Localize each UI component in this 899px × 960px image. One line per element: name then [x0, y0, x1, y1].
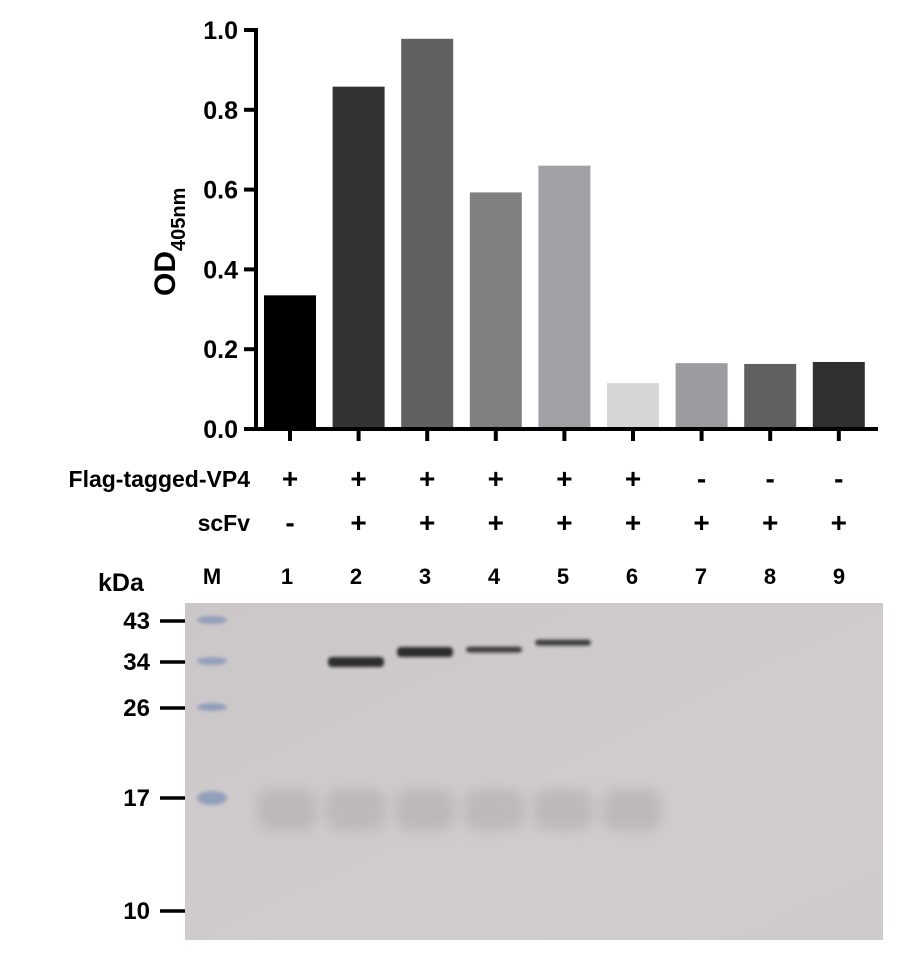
marker-label: 34	[123, 649, 150, 676]
condition-label: Flag-tagged-VP4	[69, 466, 251, 492]
ladder-band	[197, 791, 227, 805]
condition-sign: +	[419, 507, 435, 538]
ladder-band	[197, 703, 227, 711]
bar-3	[401, 38, 454, 429]
bar-2	[332, 86, 385, 430]
diffuse-band	[533, 788, 593, 831]
diffuse-band	[602, 788, 662, 831]
y-tick-label: 1.0	[203, 17, 238, 45]
marker-label: 43	[123, 608, 150, 635]
condition-sign: +	[350, 507, 366, 538]
y-ticks-group: 0.0 0.2 0.4 0.6 0.8 1.0	[203, 17, 256, 444]
condition-sign: +	[488, 507, 504, 538]
bar-5	[538, 165, 591, 429]
gel-content-group	[197, 616, 662, 831]
bars-group	[264, 38, 865, 430]
y-axis-label: OD405nm	[149, 188, 190, 296]
ladder-band	[197, 657, 227, 665]
protein-band	[466, 646, 522, 653]
y-tick-label: 0.0	[203, 416, 238, 444]
condition-label: scFv	[198, 510, 251, 536]
y-tick-label: 0.8	[203, 97, 238, 125]
condition-sign: +	[419, 463, 435, 494]
kda-label: kDa	[98, 569, 145, 597]
y-axis-label-main: OD	[149, 251, 182, 296]
lane-label: 2	[350, 564, 362, 589]
gel-image	[185, 603, 883, 940]
condition-sign: +	[556, 463, 572, 494]
diffuse-band	[257, 788, 317, 831]
y-tick-label: 0.4	[203, 256, 238, 284]
y-axis-label-subscript: 405nm	[168, 188, 190, 251]
bar-chart: 0.0 0.2 0.4 0.6 0.8 1.0 OD405nm	[149, 17, 878, 444]
condition-sign: +	[282, 463, 298, 494]
marker-lane-label: M	[203, 564, 221, 589]
y-tick-label: 0.2	[203, 336, 238, 364]
lane-label: 1	[281, 564, 293, 589]
lane-label: 5	[557, 564, 569, 589]
protein-band	[535, 639, 591, 646]
bar-8	[744, 363, 797, 429]
lane-label: 9	[833, 564, 845, 589]
bar-7	[675, 363, 728, 429]
marker-label: 26	[123, 695, 150, 722]
condition-sign: +	[831, 507, 847, 538]
diffuse-band	[395, 788, 455, 831]
bar-9	[812, 361, 865, 429]
lane-label: 6	[626, 564, 638, 589]
bar-1	[264, 295, 316, 429]
condition-sign: -	[697, 463, 706, 494]
condition-sign: -	[766, 463, 775, 494]
ladder-band	[197, 616, 227, 624]
diffuse-band	[464, 788, 524, 831]
condition-sign: -	[285, 507, 294, 538]
y-tick-label: 0.6	[203, 177, 238, 205]
lane-label: 7	[695, 564, 707, 589]
condition-sign: +	[350, 463, 366, 494]
marker-ticks-group: 43 34 26 17 10	[123, 608, 185, 925]
protein-band	[397, 647, 453, 658]
marker-label: 17	[123, 785, 150, 812]
lane-label: 4	[488, 564, 501, 589]
lane-label: 3	[419, 564, 431, 589]
lane-labels-group: M 1 2 3 4 5 6 7 8 9	[203, 564, 845, 589]
marker-label: 10	[123, 898, 150, 925]
condition-sign: +	[625, 507, 641, 538]
x-ticks-group	[288, 429, 841, 441]
condition-sign: +	[556, 507, 572, 538]
condition-sign: +	[762, 507, 778, 538]
condition-sign: +	[625, 463, 641, 494]
lane-label: 8	[764, 564, 776, 589]
protein-band	[328, 657, 384, 667]
condition-sign: +	[693, 507, 709, 538]
bar-6	[607, 383, 659, 429]
condition-table: Flag-tagged-VP4 + + + + + + - - - scFv - + + + + + + + +	[69, 463, 847, 538]
condition-sign: +	[488, 463, 504, 494]
bar-4	[469, 192, 522, 429]
diffuse-band	[326, 788, 386, 831]
condition-sign: -	[834, 463, 843, 494]
